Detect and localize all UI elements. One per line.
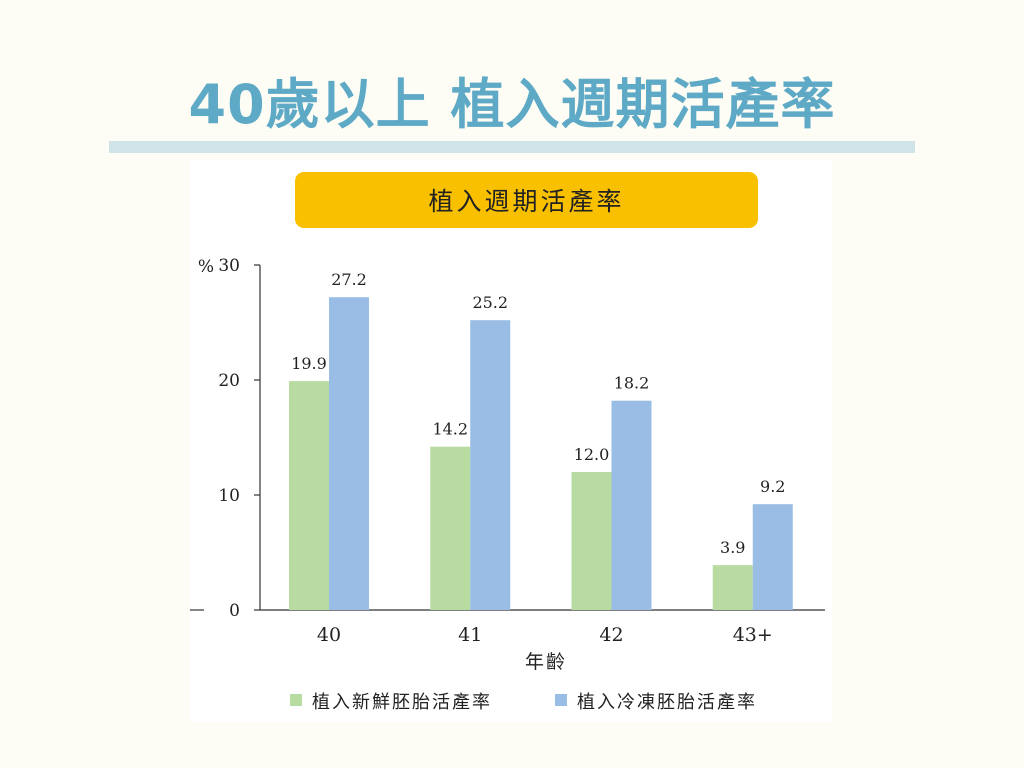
y-ticks: 0 10 20 30 [218,256,260,621]
data-label: 12.0 [574,445,610,464]
slide-title: 40歲以上 植入週期活產率 [188,73,836,136]
bar-frozen-41 [470,320,511,610]
y-axis-unit: % [198,257,214,277]
y-tick-label: 30 [218,256,240,276]
bar-frozen-42 [611,400,652,610]
chart-title: 植入週期活產率 [295,172,758,228]
legend: 植入新鮮胚胎活產率 植入冷凍胚胎活產率 [290,692,757,713]
y-tick-label: 0 [229,601,240,621]
legend-entry-label: 植入新鮮胚胎活產率 [312,692,492,713]
data-label: 14.2 [432,420,468,439]
bar-frozen-40 [329,297,369,610]
data-label: 9.2 [760,477,785,496]
bar-fresh-40 [289,381,329,610]
bar-fresh-43+ [712,565,753,610]
y-tick-label: 20 [218,371,240,391]
bar-frozen-43+ [752,504,793,610]
data-label: 18.2 [614,374,650,393]
x-tick-label: 42 [599,624,623,646]
title-divider [109,141,915,153]
data-label: 25.2 [472,293,508,312]
x-tick-label: 40 [317,624,341,646]
bars [289,297,793,610]
x-tick-label: 41 [458,624,482,646]
y-tick-label: 10 [218,486,240,506]
x-axis-label: 年齡 [525,651,567,673]
data-labels: 19.9 27.2 14.2 25.2 12.0 18.2 3.9 9.2 [291,270,785,557]
bar-fresh-41 [430,446,471,610]
category-labels: 40 41 42 43+ [317,624,773,646]
legend-swatch [290,694,302,706]
data-label: 3.9 [720,538,745,557]
bar-fresh-42 [571,472,612,610]
legend-swatch [555,694,567,706]
data-label: 27.2 [331,270,367,289]
data-label: 19.9 [291,354,327,373]
legend-entry-label: 植入冷凍胚胎活產率 [577,692,757,713]
x-tick-label: 43+ [733,624,773,646]
